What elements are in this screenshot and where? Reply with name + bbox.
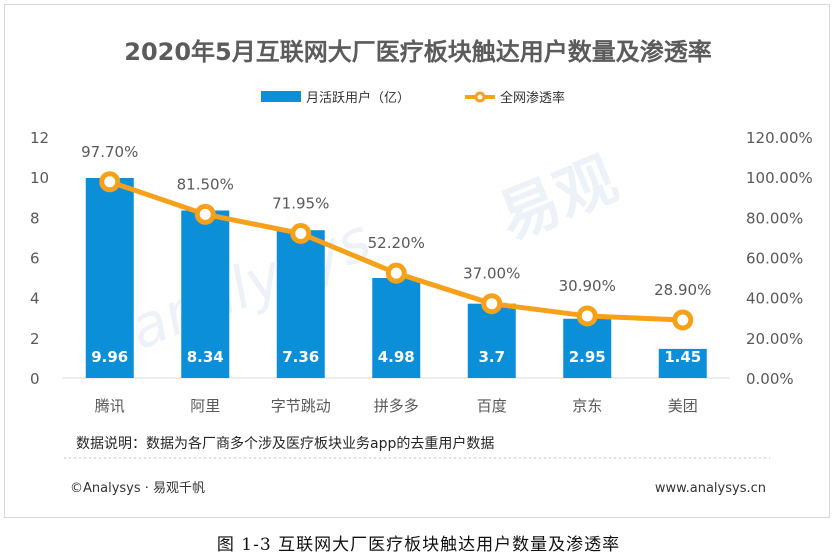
line-value-label: 30.90% — [559, 277, 616, 295]
bar-value-label: 1.45 — [664, 348, 701, 366]
svg-text:易观: 易观 — [489, 144, 626, 254]
left-tick-label: 2 — [30, 330, 40, 348]
legend-bar-label: 月活跃用户（亿） — [306, 90, 410, 106]
legend-line-marker — [474, 91, 486, 103]
bar-value-label: 2.95 — [569, 348, 606, 366]
left-tick-label: 10 — [30, 169, 49, 187]
left-tick-label: 6 — [30, 250, 40, 268]
svg-text:analysys: analysys — [120, 205, 380, 363]
category-label: 字节跳动 — [271, 397, 331, 415]
left-tick-label: 8 — [30, 209, 40, 227]
right-axis: 0.00% 20.00% 40.00% 60.00% 80.00% 100.00% 120.… — [746, 129, 813, 388]
category-label: 百度 — [477, 397, 507, 415]
legend-line-label: 全网渗透率 — [500, 90, 565, 106]
left-tick-label: 12 — [30, 129, 49, 147]
right-tick-label: 120.00% — [746, 129, 813, 147]
line-point — [194, 203, 216, 225]
legend: 月活跃用户（亿） 全网渗透率 — [261, 90, 565, 106]
category-label: 拼多多 — [374, 397, 419, 415]
category-label: 腾讯 — [95, 397, 125, 415]
line-point — [290, 223, 312, 245]
data-note: 数据说明：数据为各厂商多个涉及医疗板块业务app的去重用户数据 — [76, 435, 494, 452]
line-value-label: 71.95% — [272, 195, 329, 213]
bars: 9.96 8.34 7.36 4.98 3.7 2.95 1.45 — [85, 177, 707, 378]
bar-value-label: 4.98 — [378, 348, 415, 366]
right-tick-label: 20.00% — [746, 330, 803, 348]
left-tick-label: 0 — [30, 370, 40, 388]
bar-阿里 — [181, 210, 230, 378]
right-tick-label: 0.00% — [746, 370, 794, 388]
bar-百度 — [467, 303, 516, 378]
line-point — [672, 309, 694, 331]
line-value-label: 97.70% — [81, 143, 138, 161]
left-tick-label: 4 — [30, 290, 40, 308]
legend-bar-swatch — [261, 91, 301, 102]
line-value-label: 37.00% — [463, 265, 520, 283]
bar-value-label: 7.36 — [282, 348, 319, 366]
line-point — [481, 293, 503, 315]
bar-京东 — [563, 318, 612, 378]
category-label: 美团 — [668, 397, 698, 415]
figure-caption: 图 1-3 互联网大厂医疗板块触达用户数量及渗透率 — [216, 535, 621, 555]
footer-url: www.analysys.cn — [655, 481, 766, 496]
line-point — [576, 305, 598, 327]
right-tick-label: 100.00% — [746, 169, 813, 187]
category-labels: 腾讯 阿里 字节跳动 拼多多 百度 京东 美团 — [95, 397, 698, 415]
bar-腾讯 — [85, 177, 134, 378]
right-tick-label: 60.00% — [746, 250, 803, 268]
line-point — [385, 262, 407, 284]
category-label: 阿里 — [190, 397, 220, 415]
right-tick-label: 80.00% — [746, 209, 803, 227]
line-value-label: 52.20% — [368, 234, 425, 252]
line-value-label: 28.90% — [654, 281, 711, 299]
penetration-line-series: 97.70% 81.50% 71.95% 52.20% 37.00% 30.90% 28.9… — [81, 143, 711, 331]
bar-字节跳动 — [276, 230, 325, 378]
category-label: 京东 — [572, 397, 602, 415]
bar-美团 — [658, 348, 707, 378]
chart-svg: 易观 analysys 2020年5月互联网大厂医疗板块触达用户数量及渗透率 月… — [30, 38, 813, 496]
left-axis: 0 2 4 6 8 10 12 — [30, 129, 49, 388]
bar-value-label: 3.7 — [478, 348, 505, 366]
bar-拼多多 — [372, 277, 421, 378]
chart-frame — [4, 4, 830, 518]
chart-title: 2020年5月互联网大厂医疗板块触达用户数量及渗透率 — [124, 38, 712, 66]
line-value-label: 81.50% — [177, 175, 234, 193]
bar-value-label: 9.96 — [91, 348, 128, 366]
footer-brand: ©Analysys · 易观千帆 — [70, 481, 205, 496]
bar-value-label: 8.34 — [187, 348, 224, 366]
right-tick-label: 40.00% — [746, 290, 803, 308]
line-point — [99, 171, 121, 193]
